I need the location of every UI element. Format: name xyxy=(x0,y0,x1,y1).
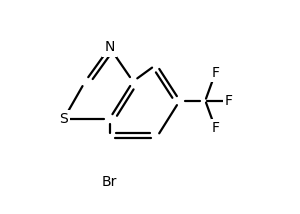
Text: N: N xyxy=(104,40,115,55)
Text: S: S xyxy=(59,112,68,126)
Text: F: F xyxy=(212,66,220,80)
Text: F: F xyxy=(225,94,233,108)
Text: F: F xyxy=(212,121,220,135)
Text: Br: Br xyxy=(102,175,117,189)
